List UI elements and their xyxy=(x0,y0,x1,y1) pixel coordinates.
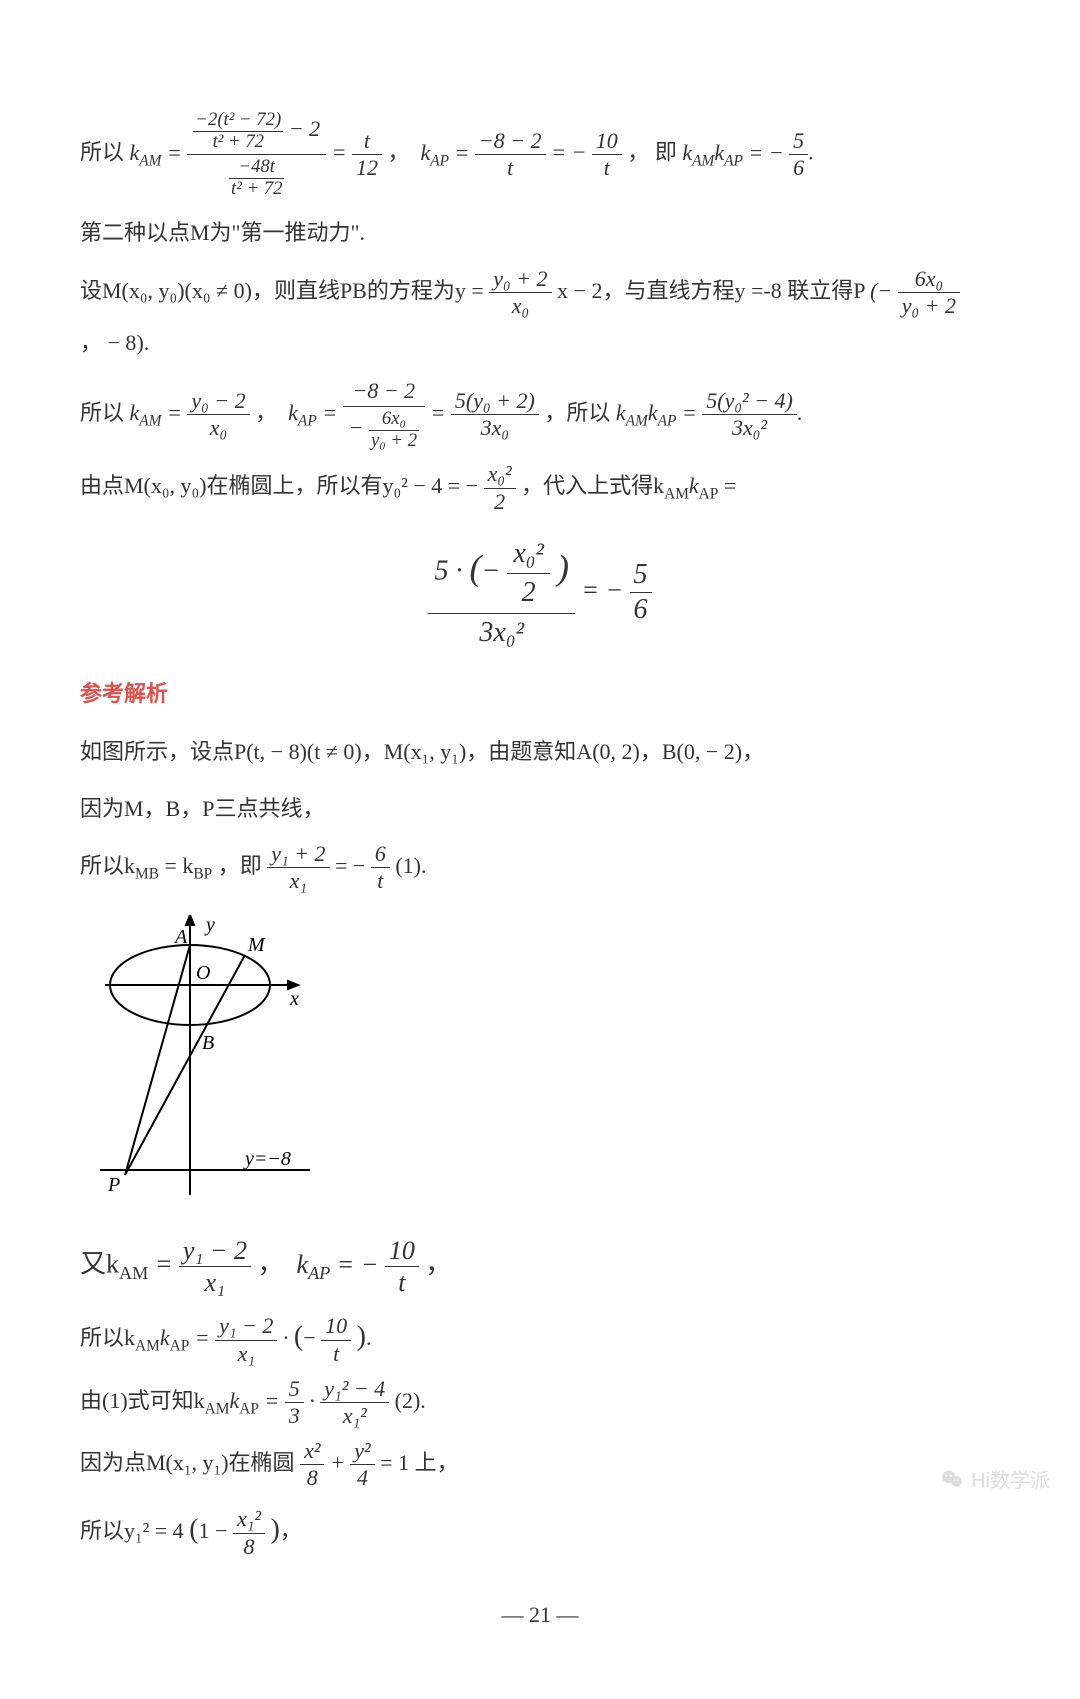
wechat-icon xyxy=(939,1466,965,1492)
svg-text:x: x xyxy=(289,988,299,1010)
line-4: 所以 kAM = y₀ − 2x₀ ， kAP = −8 − 2 − 6x₀y₀… xyxy=(80,376,1000,454)
watermark: Hi数学派 xyxy=(939,1464,1050,1493)
text: 所以 xyxy=(80,140,124,165)
line-2: 第二种以点M为"第一推动力". xyxy=(80,209,1000,257)
section-heading: 参考解析 xyxy=(80,670,1000,718)
para-1: 如图所示，设点P(t, − 8)(t ≠ 0)，M(x₁, y₁)，由题意知A(… xyxy=(80,728,1000,776)
para-3: 所以kMB = kBP ，即 y₁ + 2x₁ = − 6t (1). xyxy=(80,841,1000,895)
svg-text:B: B xyxy=(202,1032,214,1054)
big-fraction: −2(t² − 72)t² + 72 − 2 −48tt² + 72 xyxy=(187,108,326,201)
svg-text:y: y xyxy=(204,915,215,936)
line-kam-kap-1: 所以 kAM = −2(t² − 72)t² + 72 − 2 −48tt² +… xyxy=(80,108,1000,201)
line-5: 由点M(x₀, y₀)在椭圆上，所以有y₀² − 4 = − x₀²2 ，代入上… xyxy=(80,461,1000,515)
svg-text:O: O xyxy=(196,962,210,984)
line-3: 设M(x₀, y₀)(x₀ ≠ 0)，则直线PB的方程为y = y₀ + 2x₀… xyxy=(80,266,1000,368)
svg-text:A: A xyxy=(173,926,188,948)
svg-text:P: P xyxy=(107,1174,120,1196)
para-7: 因为点M(x₁, y₁)在椭圆 x²8 + y²4 = 1 上， xyxy=(80,1438,1000,1492)
svg-text:y=−8: y=−8 xyxy=(243,1148,291,1170)
page-number: — 21 — xyxy=(80,1591,1000,1639)
watermark-text: Hi数学派 xyxy=(971,1464,1050,1493)
para-8: 所以y₁² = 4 (1 − x₁²8 )， xyxy=(80,1499,1000,1561)
geometry-diagram: y A M O x B P y=−8 xyxy=(80,915,340,1215)
centered-equation: 5 · (− x₀²2 ) 3x₀² = − 56 xyxy=(80,533,1000,652)
para-2: 因为M，B，P三点共线， xyxy=(80,785,1000,833)
svg-text:M: M xyxy=(247,934,266,956)
para-4: 又kAM = y₁ − 2x₁ ， kAP = − 10t ， xyxy=(80,1235,1000,1298)
page: 所以 kAM = −2(t² − 72)t² + 72 − 2 −48tt² +… xyxy=(0,0,1080,1699)
para-6: 由(1)式可知kAMkAP = 53 · y₁² − 4x₁² (2). xyxy=(80,1376,1000,1430)
para-5: 所以kAMkAP = y₁ − 2x₁ · (− 10t ). xyxy=(80,1306,1000,1368)
